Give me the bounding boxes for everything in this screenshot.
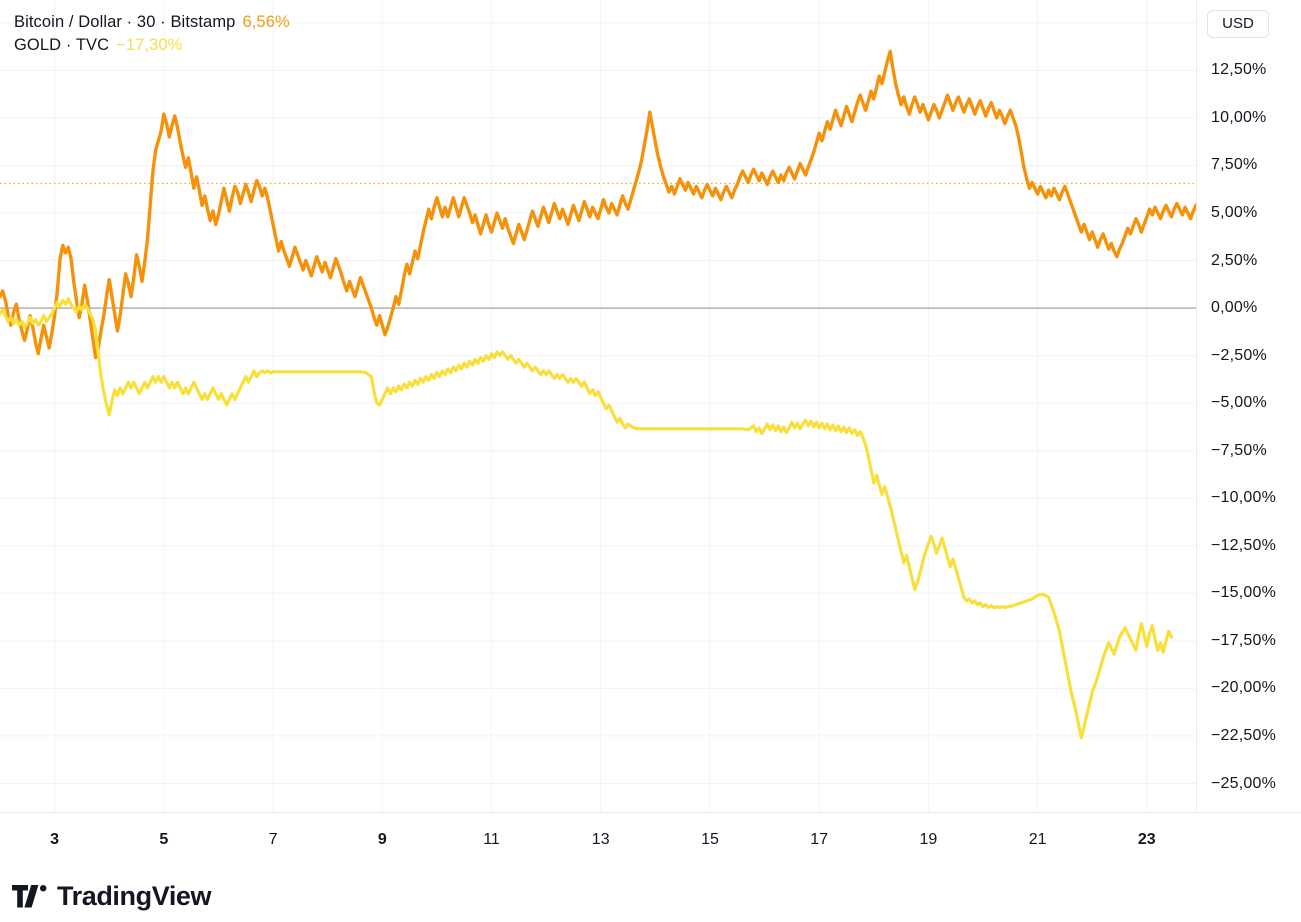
legend-item-bitcoin[interactable]: Bitcoin / Dollar · 30 · Bitstamp 6,56% [14, 11, 290, 34]
chart-legend: Bitcoin / Dollar · 30 · Bitstamp 6,56% GO… [14, 11, 290, 58]
time-axis-tick: 9 [377, 831, 387, 848]
tradingview-wordmark: TradingView [57, 881, 212, 911]
price-axis-tick: 7,50% [1211, 156, 1258, 174]
legend-item-gold[interactable]: GOLD · TVC −17,30% [14, 34, 290, 57]
series-line-gold[interactable] [0, 296, 1174, 740]
time-axis-tick: 23 [1137, 831, 1156, 848]
price-axis-tick: −12,50% [1211, 536, 1277, 554]
time-axis-tick: 5 [159, 831, 169, 848]
price-axis-tick: −15,00% [1211, 584, 1277, 602]
legend-title-bitcoin: Bitcoin / Dollar · 30 · Bitstamp [14, 13, 236, 31]
currency-badge[interactable]: USD [1207, 10, 1269, 38]
time-axis-tick: 11 [483, 831, 500, 848]
vertical-gridlines [54, 0, 1148, 812]
price-axis-tick: 12,50% [1211, 61, 1267, 79]
price-axis-tick: −17,50% [1211, 631, 1277, 649]
series-line-bitcoin[interactable] [0, 49, 1196, 360]
time-axis[interactable]: 3 5 7 9 11 13 15 17 19 21 23 [0, 812, 1301, 872]
tradingview-logo-icon [12, 885, 47, 908]
price-axis-tick: −25,00% [1211, 774, 1277, 792]
time-axis-tick: 3 [50, 831, 60, 848]
price-axis[interactable]: USD 15,00%12,50%10,00%7,50%5,00%2,50%0,0… [1196, 0, 1301, 812]
time-axis-tick: 13 [591, 831, 610, 848]
chart-canvas[interactable] [0, 0, 1196, 812]
tradingview-branding: TradingView [12, 881, 212, 911]
price-axis-tick: −5,00% [1211, 394, 1267, 412]
legend-change-bitcoin: 6,56% [242, 13, 290, 31]
time-axis-tick: 17 [810, 831, 829, 848]
legend-change-gold: −17,30% [116, 36, 183, 55]
price-axis-tick: −20,00% [1211, 679, 1277, 697]
chart-plot-area[interactable] [0, 0, 1196, 812]
price-axis-tick: 10,00% [1211, 108, 1267, 126]
time-axis-tick: 15 [701, 831, 719, 848]
time-axis-tick: 21 [1028, 831, 1047, 848]
time-axis-tick: 19 [919, 831, 938, 848]
series-lines[interactable] [0, 49, 1196, 740]
price-axis-tick: −10,00% [1211, 489, 1277, 507]
time-axis-tick: 7 [268, 831, 278, 848]
price-axis-tick: 0,00% [1211, 299, 1258, 317]
legend-title-gold: GOLD · TVC [14, 36, 110, 55]
price-axis-tick: −7,50% [1211, 441, 1267, 459]
price-axis-tick: −22,50% [1211, 726, 1277, 744]
price-axis-tick: 5,00% [1211, 204, 1258, 221]
price-axis-tick: 2,50% [1211, 251, 1258, 269]
price-axis-tick: −2,50% [1211, 346, 1267, 364]
